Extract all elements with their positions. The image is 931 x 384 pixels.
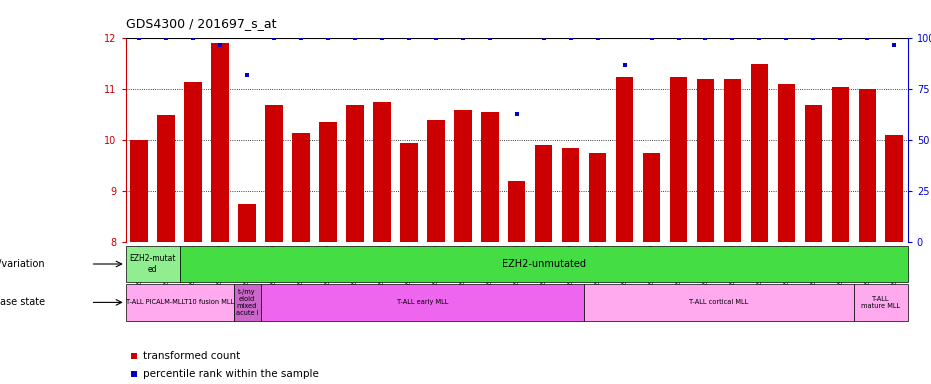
Text: T-ALL
mature MLL: T-ALL mature MLL [861,296,900,309]
Bar [642,153,660,242]
Bar [615,76,633,242]
Bar [508,181,525,242]
Text: genotype/variation: genotype/variation [0,259,45,269]
Text: T-ALL PICALM-MLLT10 fusion MLL: T-ALL PICALM-MLLT10 fusion MLL [126,300,234,305]
Bar [234,284,261,321]
Text: T-ALL early MLL: T-ALL early MLL [397,300,448,305]
Bar [885,135,903,242]
Bar [126,284,234,321]
Bar [750,64,768,242]
Bar [562,148,579,242]
Text: t-/my
eloid
mixed
acute l: t-/my eloid mixed acute l [236,289,258,316]
Text: T-ALL cortical MLL: T-ALL cortical MLL [689,300,749,305]
Bar [454,110,471,242]
Bar [373,102,391,242]
Bar [265,104,283,242]
Text: EZH2-unmutated: EZH2-unmutated [502,259,586,269]
Bar [588,153,606,242]
Bar [261,284,584,321]
Bar [427,120,445,242]
Bar [584,284,854,321]
Bar [126,246,180,282]
Bar [400,143,418,242]
Bar [858,89,876,242]
Bar [669,76,687,242]
Bar [831,87,849,242]
Text: EZH2-mutat
ed: EZH2-mutat ed [129,254,176,274]
Bar [184,82,202,242]
Bar [238,204,256,242]
Bar [854,284,908,321]
Bar [157,115,175,242]
Bar [130,140,148,242]
Bar [292,132,310,242]
Bar [346,104,364,242]
Bar [777,84,795,242]
Bar [319,122,337,242]
Bar [723,79,741,242]
Bar [804,104,822,242]
Bar [535,145,552,242]
Text: GDS4300 / 201697_s_at: GDS4300 / 201697_s_at [126,17,277,30]
Bar [696,79,714,242]
Text: transformed count: transformed count [143,351,240,361]
Text: disease state: disease state [0,297,45,308]
Bar [481,112,498,242]
Text: percentile rank within the sample: percentile rank within the sample [143,369,318,379]
Bar [211,43,229,242]
